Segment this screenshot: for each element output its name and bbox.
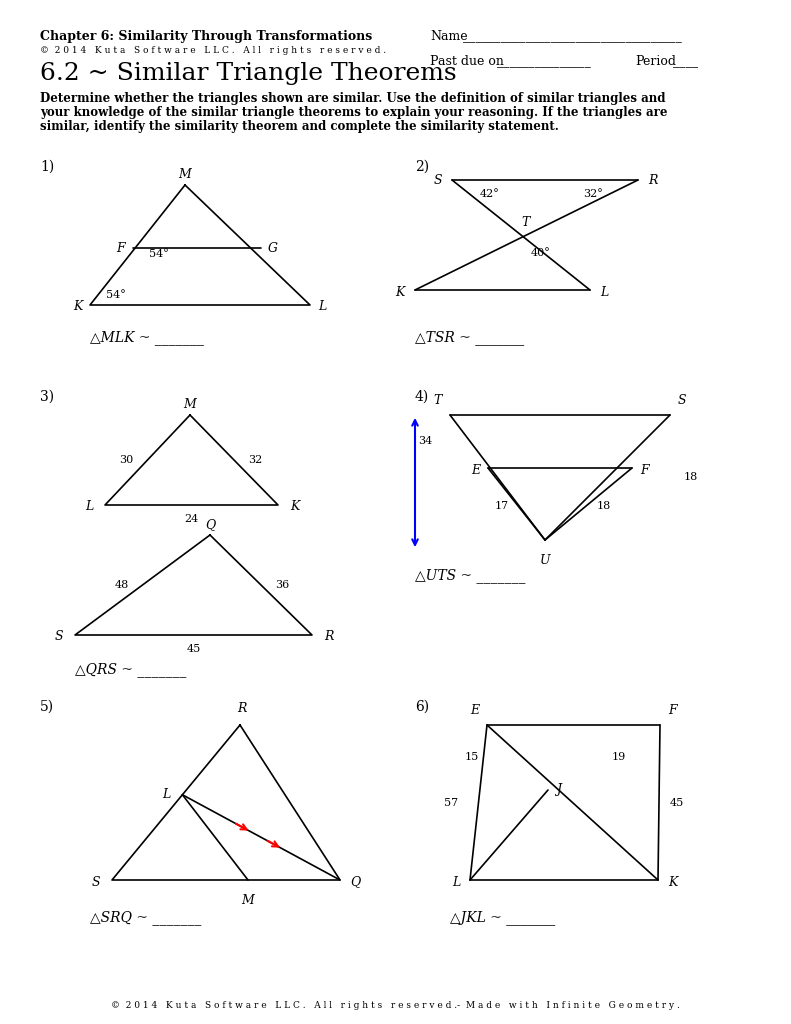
Text: L: L bbox=[452, 876, 460, 889]
Text: △SRQ ~ _______: △SRQ ~ _______ bbox=[90, 910, 202, 925]
Text: T: T bbox=[433, 394, 442, 407]
Text: your knowledge of the similar triangle theorems to explain your reasoning. If th: your knowledge of the similar triangle t… bbox=[40, 106, 668, 119]
Text: R: R bbox=[237, 702, 247, 715]
Text: 40°: 40° bbox=[531, 248, 551, 258]
Text: 19: 19 bbox=[612, 753, 626, 763]
Text: 18: 18 bbox=[684, 472, 698, 482]
Text: R: R bbox=[324, 631, 333, 643]
Text: 32: 32 bbox=[248, 455, 263, 465]
Text: 54°: 54° bbox=[106, 290, 126, 300]
Text: L: L bbox=[600, 286, 608, 299]
Text: E: E bbox=[470, 705, 479, 717]
Text: F: F bbox=[640, 464, 649, 476]
Text: Q: Q bbox=[350, 876, 360, 889]
Text: Name: Name bbox=[430, 30, 467, 43]
Text: △MLK ~ _______: △MLK ~ _______ bbox=[90, 330, 204, 345]
Text: 32°: 32° bbox=[583, 189, 603, 199]
Text: L: L bbox=[318, 300, 326, 313]
Text: 57: 57 bbox=[444, 798, 458, 808]
Text: S: S bbox=[678, 394, 687, 407]
Text: ____: ____ bbox=[673, 55, 698, 68]
Text: 6): 6) bbox=[415, 700, 430, 714]
Text: 15: 15 bbox=[465, 753, 479, 763]
Text: △TSR ~ _______: △TSR ~ _______ bbox=[415, 330, 524, 345]
Text: 4): 4) bbox=[415, 390, 430, 404]
Text: U: U bbox=[539, 554, 551, 567]
Text: L: L bbox=[162, 788, 170, 801]
Text: R: R bbox=[648, 173, 657, 186]
Text: 24: 24 bbox=[184, 514, 199, 524]
Text: Chapter 6: Similarity Through Transformations: Chapter 6: Similarity Through Transforma… bbox=[40, 30, 373, 43]
Text: K: K bbox=[290, 501, 299, 513]
Text: K: K bbox=[396, 286, 405, 299]
Text: E: E bbox=[471, 464, 480, 476]
Text: Determine whether the triangles shown are similar. Use the definition of similar: Determine whether the triangles shown ar… bbox=[40, 92, 665, 105]
Text: 45: 45 bbox=[187, 644, 201, 654]
Text: M: M bbox=[241, 894, 255, 907]
Text: 42°: 42° bbox=[480, 189, 500, 199]
Text: 30: 30 bbox=[119, 455, 134, 465]
Text: 18: 18 bbox=[596, 501, 611, 511]
Text: 34: 34 bbox=[418, 436, 432, 446]
Text: S: S bbox=[92, 876, 100, 889]
Text: ©  2 0 1 4   K u t a   S o f t w a r e   L L C .   A l l   r i g h t s   r e s e: © 2 0 1 4 K u t a S o f t w a r e L L C … bbox=[40, 46, 386, 55]
Text: 36: 36 bbox=[275, 580, 290, 590]
Text: F: F bbox=[668, 705, 676, 717]
Text: ___________________________________: ___________________________________ bbox=[463, 30, 682, 43]
Text: 45: 45 bbox=[670, 798, 684, 808]
Text: L: L bbox=[85, 501, 93, 513]
Text: Q: Q bbox=[205, 518, 215, 531]
Text: 3): 3) bbox=[40, 390, 54, 404]
Text: F: F bbox=[117, 242, 125, 255]
Text: ©  2 0 1 4   K u t a   S o f t w a r e   L L C .   A l l   r i g h t s   r e s e: © 2 0 1 4 K u t a S o f t w a r e L L C … bbox=[111, 1001, 679, 1010]
Text: 5): 5) bbox=[40, 700, 54, 714]
Text: 17: 17 bbox=[494, 501, 509, 511]
Text: Past due on: Past due on bbox=[430, 55, 504, 68]
Text: △UTS ~ _______: △UTS ~ _______ bbox=[415, 568, 525, 583]
Text: Period: Period bbox=[635, 55, 676, 68]
Text: similar, identify the similarity theorem and complete the similarity statement.: similar, identify the similarity theorem… bbox=[40, 120, 559, 133]
Text: S: S bbox=[433, 173, 442, 186]
Text: 54°: 54° bbox=[149, 249, 168, 259]
Text: _______________: _______________ bbox=[497, 55, 591, 68]
Text: 2): 2) bbox=[415, 160, 430, 174]
Text: M: M bbox=[179, 169, 191, 181]
Text: 48: 48 bbox=[114, 580, 128, 590]
Text: S: S bbox=[55, 631, 63, 643]
Text: M: M bbox=[184, 398, 196, 412]
Text: 6.2 ~ Similar Triangle Theorems: 6.2 ~ Similar Triangle Theorems bbox=[40, 62, 456, 85]
Text: K: K bbox=[668, 876, 677, 889]
Text: 1): 1) bbox=[40, 160, 55, 174]
Text: G: G bbox=[268, 242, 278, 255]
Text: △JKL ~ _______: △JKL ~ _______ bbox=[450, 910, 555, 925]
Text: J: J bbox=[556, 783, 561, 797]
Text: T: T bbox=[521, 216, 529, 228]
Text: △QRS ~ _______: △QRS ~ _______ bbox=[75, 662, 187, 677]
Text: K: K bbox=[74, 300, 83, 313]
